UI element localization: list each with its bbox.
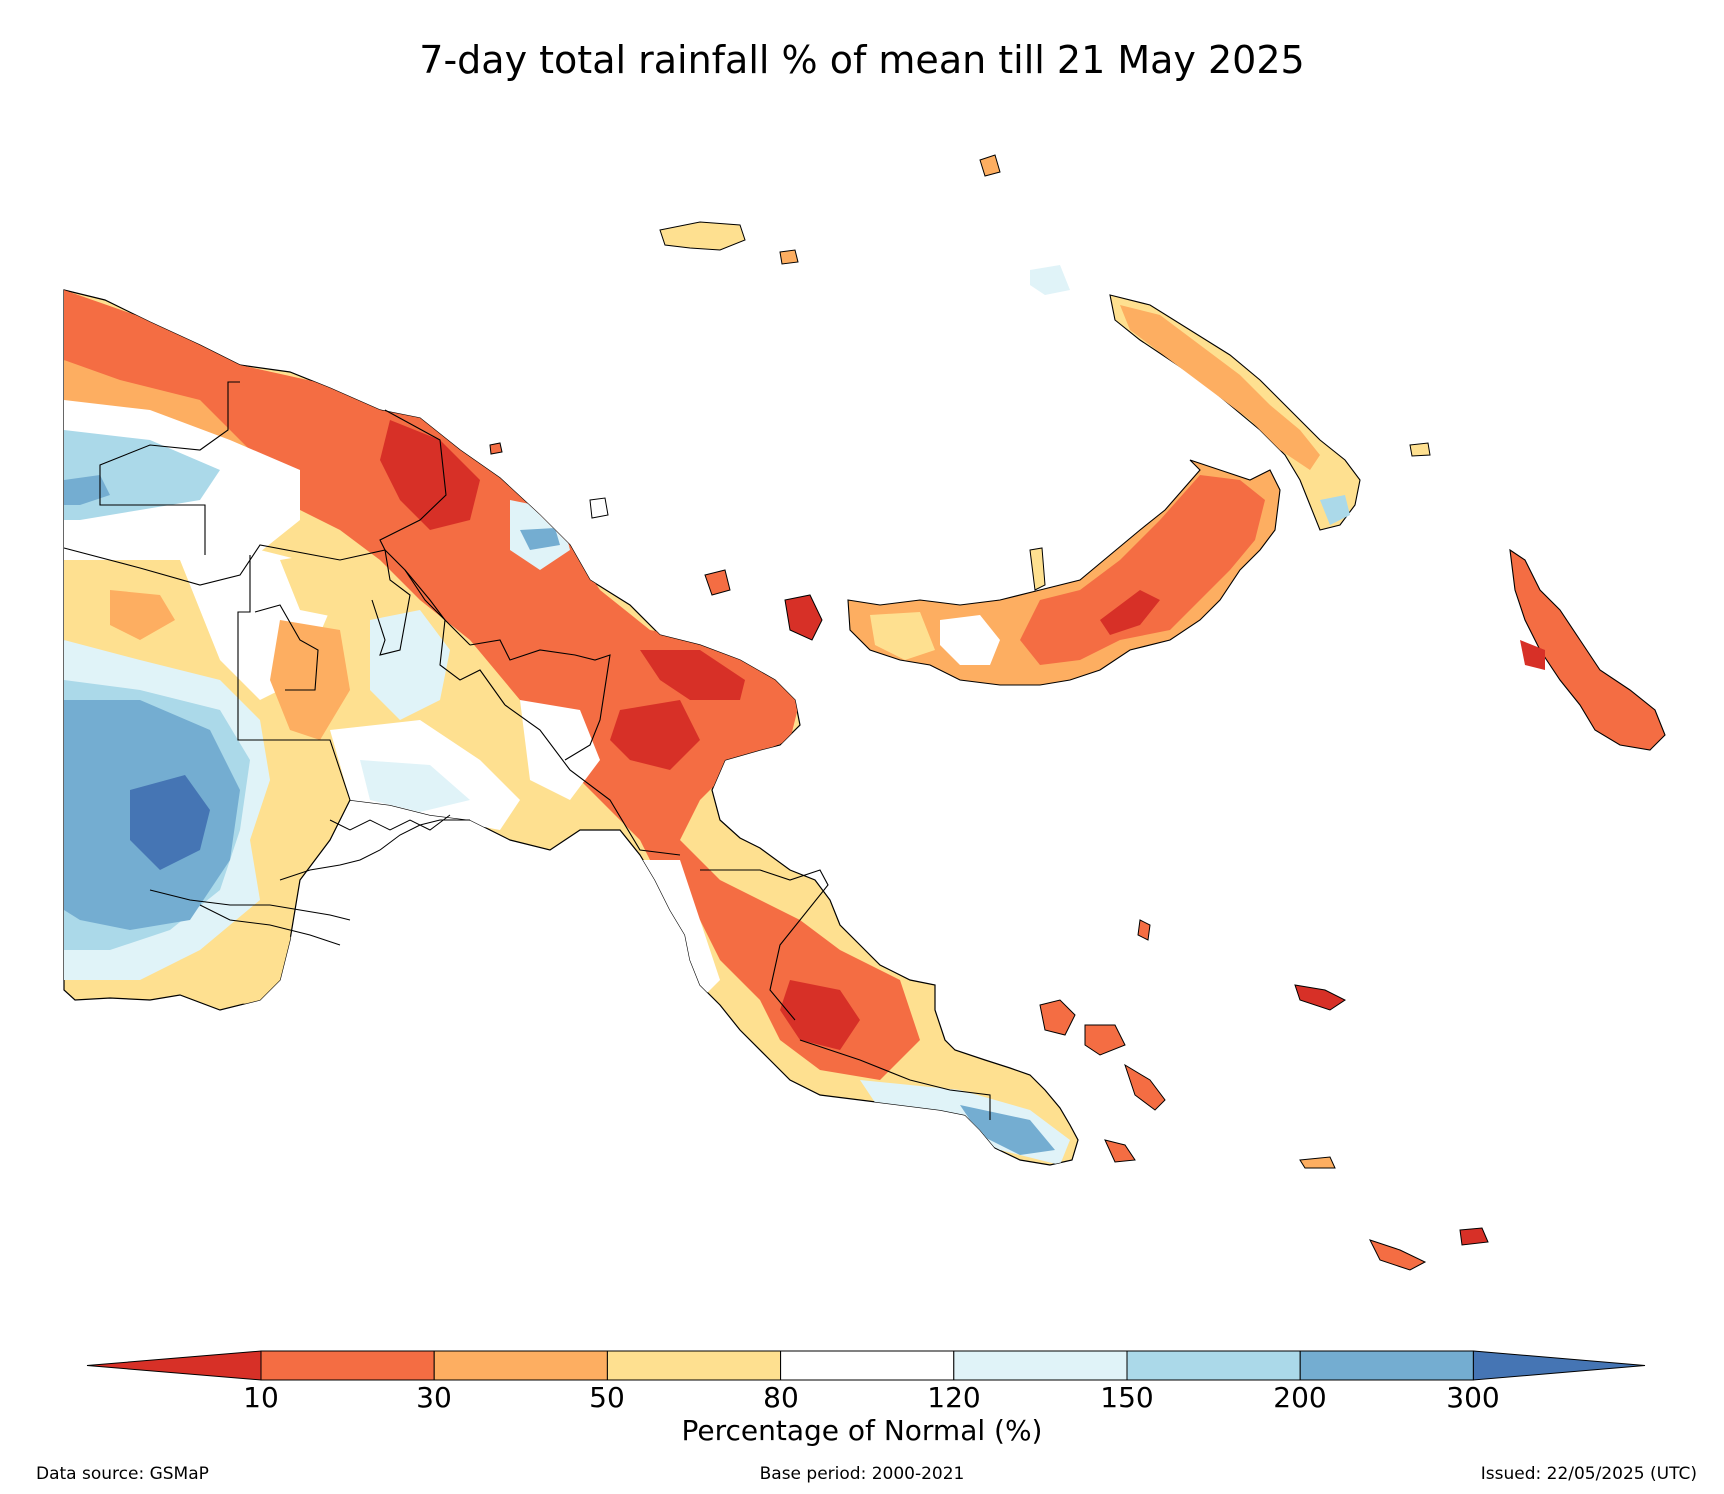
zone-10-dark-markham	[610, 700, 700, 770]
colorbar-title: Percentage of Normal (%)	[681, 1414, 1043, 1447]
zone-120-150-highlands	[370, 610, 450, 720]
new-ireland	[1030, 265, 1361, 531]
zone-120-150-gulf	[360, 760, 470, 812]
bougainville	[1509, 548, 1666, 751]
zone-200-300-west-small	[64, 475, 110, 505]
fly-delta	[149, 814, 470, 946]
colorbar-bin-120-150	[953, 1350, 1128, 1381]
new-britain	[847, 459, 1281, 686]
map-title: 7-day total rainfall % of mean till 21 M…	[419, 38, 1305, 82]
new-britain-zone-10	[1100, 590, 1160, 635]
zone-50-80-central	[280, 550, 380, 620]
issued-date: Issued: 22/05/2025 (UTC)	[1480, 1464, 1697, 1484]
colorbar-bin-30-50	[433, 1350, 608, 1381]
new-ireland-zone-120-150	[1030, 265, 1070, 295]
colorbar-tick-300: 300	[1446, 1381, 1500, 1414]
zone-150-200-west	[64, 430, 220, 520]
zone-30-50-central	[270, 620, 350, 740]
mainland	[63, 289, 1079, 1166]
colorbar-tick-200: 200	[1273, 1381, 1327, 1414]
zone-30-50-western	[110, 590, 175, 640]
data-source: Data source: GSMaP	[36, 1464, 209, 1484]
colorbar-tick-80: 80	[763, 1381, 799, 1414]
manus-island	[659, 154, 1001, 265]
zone-10-dark-oro	[780, 980, 860, 1050]
colorbar-tick-10: 10	[243, 1381, 279, 1414]
new-britain-zone-80-120	[940, 615, 1000, 665]
colorbar-tick-50: 50	[589, 1381, 625, 1414]
colorbar-extend-low	[86, 1350, 262, 1381]
zone-80-120-central	[520, 700, 600, 800]
province-boundaries	[63, 381, 991, 1120]
colorbar-bin-80-120	[780, 1350, 955, 1381]
colorbar-bin-50-80	[606, 1350, 782, 1381]
zone-200-300-papua	[960, 1105, 1055, 1155]
colorbar-tick-150: 150	[1100, 1381, 1154, 1414]
colorbar-tick-30: 30	[416, 1381, 452, 1414]
zone-200-300-sepik	[520, 528, 560, 550]
colorbar	[86, 1350, 1646, 1381]
colorbar-bin-150-200	[1126, 1350, 1301, 1381]
colorbar-bin-10-30	[260, 1350, 435, 1381]
zone-300-plus-south	[130, 775, 210, 870]
new-britain-zone-10-30	[1020, 475, 1265, 665]
zone-10-dark-huon	[640, 650, 745, 700]
new-britain-zone-50-80	[870, 612, 935, 660]
colorbar-tick-120: 120	[927, 1381, 981, 1414]
new-ireland-zone-150-200	[1320, 495, 1350, 525]
base-period: Base period: 2000-2021	[759, 1464, 965, 1484]
colorbar-bin-200-300	[1299, 1350, 1474, 1381]
colorbar-extend-high	[1472, 1350, 1646, 1381]
new-ireland-zone-30-50	[1120, 305, 1320, 470]
small-islands	[489, 442, 1489, 1271]
zone-10-dark-north	[380, 420, 480, 530]
